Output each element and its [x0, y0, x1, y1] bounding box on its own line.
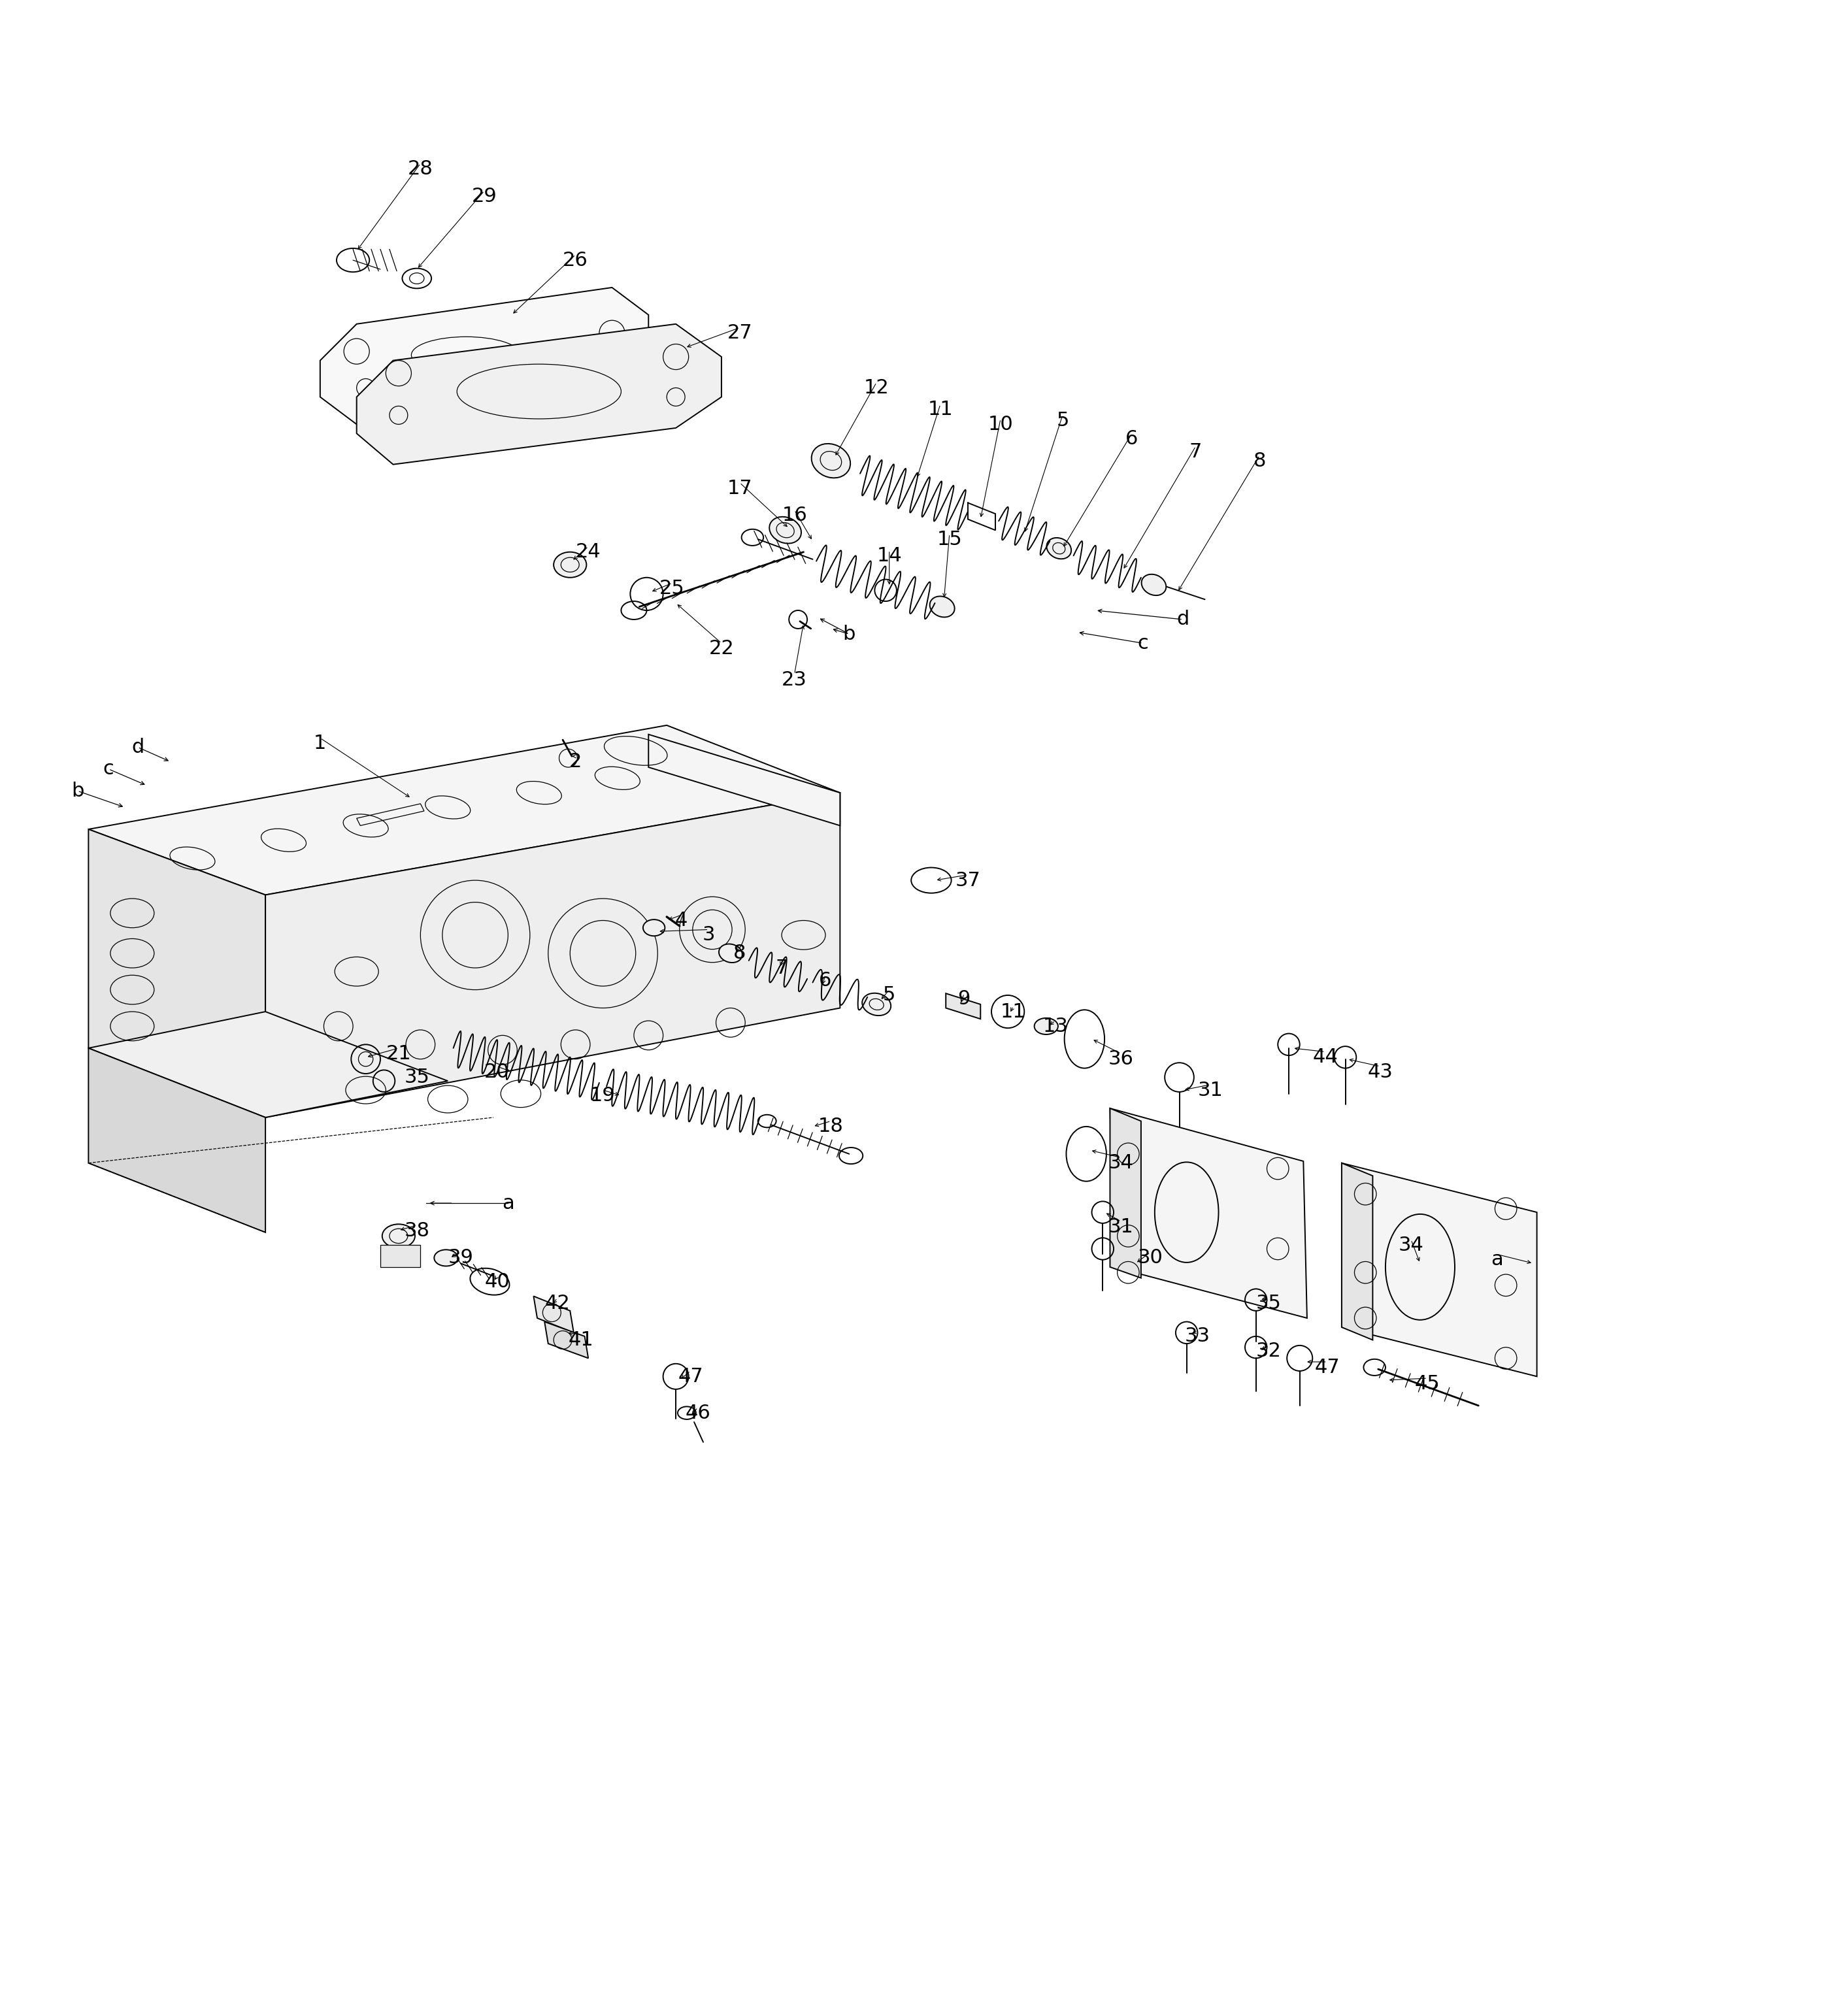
Text: 4: 4	[676, 911, 688, 929]
Polygon shape	[88, 726, 840, 895]
Text: 1: 1	[314, 734, 327, 754]
Text: 35: 35	[404, 1068, 429, 1087]
Text: 5: 5	[1055, 411, 1068, 429]
Text: 39: 39	[447, 1248, 473, 1268]
Text: 17: 17	[727, 478, 752, 498]
Text: 11: 11	[1001, 1002, 1026, 1022]
Polygon shape	[265, 792, 840, 1117]
Polygon shape	[380, 1246, 420, 1266]
Text: 19: 19	[590, 1087, 615, 1105]
Ellipse shape	[1141, 575, 1167, 595]
Text: 6: 6	[1125, 429, 1138, 448]
Text: 35: 35	[1256, 1294, 1282, 1312]
Text: 15: 15	[937, 530, 962, 548]
Text: 23: 23	[782, 669, 807, 689]
Text: 34: 34	[1108, 1153, 1134, 1173]
Ellipse shape	[719, 943, 743, 962]
Text: 16: 16	[782, 506, 807, 524]
Text: 29: 29	[471, 187, 497, 206]
Text: 10: 10	[988, 415, 1013, 433]
Text: 14: 14	[876, 546, 902, 564]
Polygon shape	[88, 829, 265, 1117]
Polygon shape	[544, 1322, 588, 1359]
Text: 31: 31	[1108, 1218, 1134, 1236]
Ellipse shape	[1046, 538, 1072, 558]
Ellipse shape	[643, 919, 665, 935]
Text: 9: 9	[959, 990, 970, 1008]
Text: d: d	[131, 738, 144, 756]
Text: 11: 11	[928, 401, 953, 419]
Text: 3: 3	[703, 925, 716, 946]
Polygon shape	[1110, 1109, 1141, 1278]
Ellipse shape	[382, 1224, 415, 1248]
Ellipse shape	[435, 1250, 458, 1266]
Text: a: a	[1490, 1250, 1503, 1270]
Text: c: c	[102, 760, 113, 778]
Ellipse shape	[553, 552, 586, 577]
Text: 6: 6	[820, 972, 833, 990]
Text: 32: 32	[1256, 1341, 1282, 1361]
Text: 47: 47	[1315, 1359, 1340, 1377]
Polygon shape	[1342, 1163, 1373, 1341]
Text: 8: 8	[734, 943, 747, 964]
Text: 46: 46	[685, 1403, 710, 1423]
Ellipse shape	[929, 597, 955, 617]
Text: 42: 42	[544, 1294, 570, 1312]
Text: 18: 18	[818, 1117, 844, 1137]
Polygon shape	[1342, 1163, 1537, 1377]
Text: 34: 34	[1399, 1236, 1424, 1254]
Polygon shape	[648, 734, 840, 827]
Polygon shape	[320, 288, 648, 423]
Text: 30: 30	[1138, 1248, 1163, 1268]
Text: 43: 43	[1368, 1062, 1393, 1081]
Text: 40: 40	[484, 1272, 509, 1290]
Ellipse shape	[811, 444, 851, 478]
Polygon shape	[88, 1048, 265, 1232]
Text: 13: 13	[1043, 1016, 1068, 1036]
Text: 41: 41	[568, 1331, 593, 1349]
Text: 28: 28	[407, 159, 433, 179]
Polygon shape	[88, 1012, 447, 1117]
Text: 25: 25	[659, 579, 685, 599]
Text: a: a	[502, 1193, 515, 1214]
Text: 37: 37	[955, 871, 981, 889]
Text: 36: 36	[1108, 1050, 1134, 1068]
Text: 38: 38	[404, 1222, 429, 1240]
Text: 47: 47	[677, 1367, 703, 1385]
Text: 33: 33	[1185, 1327, 1211, 1347]
Text: 31: 31	[1198, 1081, 1223, 1099]
Ellipse shape	[862, 994, 891, 1016]
Text: 20: 20	[484, 1062, 509, 1081]
Text: 26: 26	[562, 250, 588, 270]
Text: 2: 2	[570, 752, 582, 772]
Text: 44: 44	[1313, 1048, 1338, 1066]
Text: 24: 24	[575, 542, 601, 562]
Text: 22: 22	[708, 639, 734, 657]
Text: 7: 7	[776, 958, 789, 978]
Ellipse shape	[769, 516, 802, 544]
Text: c: c	[1138, 633, 1149, 653]
Text: b: b	[844, 625, 856, 643]
Text: 8: 8	[1253, 452, 1265, 470]
Text: 5: 5	[884, 986, 895, 1004]
Text: 12: 12	[864, 379, 889, 397]
Ellipse shape	[1034, 1018, 1057, 1034]
Text: 27: 27	[727, 325, 752, 343]
Text: d: d	[1176, 611, 1189, 629]
Polygon shape	[946, 994, 981, 1018]
Text: b: b	[71, 782, 84, 800]
Text: 21: 21	[385, 1044, 411, 1062]
Polygon shape	[1110, 1109, 1307, 1318]
Polygon shape	[356, 325, 721, 464]
Polygon shape	[533, 1296, 573, 1333]
Text: 45: 45	[1415, 1375, 1441, 1393]
Text: 7: 7	[1189, 442, 1202, 462]
